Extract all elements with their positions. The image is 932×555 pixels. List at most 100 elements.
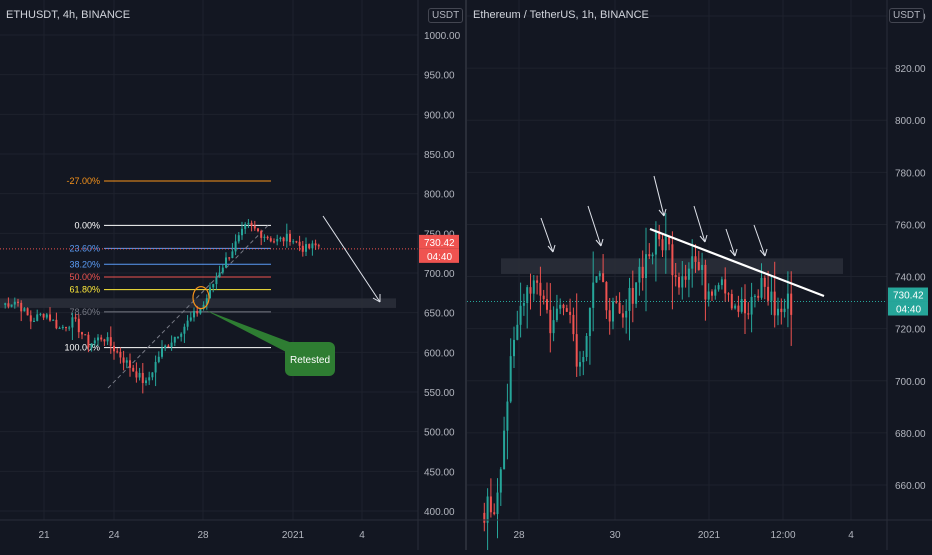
right-candle (674, 275, 677, 278)
left-candle (285, 233, 288, 242)
rejection-arrow-head (729, 248, 738, 257)
right-candle (681, 276, 684, 288)
right-candle (763, 277, 766, 287)
right-candle (536, 280, 539, 283)
right-candle (720, 279, 723, 286)
left-candle (141, 372, 144, 384)
left-candle (193, 310, 195, 318)
left-candle (173, 336, 176, 343)
left-candle (301, 245, 304, 252)
right-candle (572, 314, 575, 335)
right-candle (770, 291, 773, 301)
left-candle (276, 239, 279, 242)
left-x-tick-label: 2021 (282, 530, 305, 541)
left-candle (106, 337, 109, 342)
rejection-arrow (653, 175, 665, 217)
left-chart[interactable]: -27.00%0.00%23.60%38.20%50.00%61.80%78.6… (0, 0, 466, 550)
left-candle (36, 314, 39, 321)
right-candle (509, 356, 512, 402)
left-candle (93, 340, 96, 344)
left-candle (4, 303, 7, 305)
right-candle (618, 302, 621, 314)
left-candle (71, 317, 74, 328)
rejection-arrow-head (547, 244, 556, 253)
left-chart-title: ETHUSDT, 4h, BINANCE (6, 9, 131, 21)
right-candle (671, 244, 674, 276)
right-candle (546, 299, 548, 310)
right-x-tick-label: 30 (609, 530, 621, 541)
retest-circle (192, 285, 210, 310)
left-candle (170, 342, 173, 347)
fib-level-label: 100.00% (64, 343, 100, 353)
left-y-tick-label: 600.00 (424, 348, 455, 359)
right-chart[interactable]: 840.00820.00800.00780.00760.00740.00720.… (467, 0, 932, 552)
left-candle (151, 372, 154, 378)
right-candle (605, 282, 608, 311)
right-candle (645, 254, 647, 279)
right-y-tick-label: 780.00 (895, 168, 926, 179)
right-countdown-tag (888, 301, 928, 316)
right-candle (555, 308, 558, 321)
left-y-tick-label: 500.00 (424, 428, 455, 439)
fib-level-label: 78.60% (69, 307, 100, 317)
left-candle (180, 333, 183, 337)
left-candle (29, 315, 32, 322)
rejection-arrow-head (595, 238, 604, 247)
left-candle (231, 251, 234, 258)
left-x-tick-label: 24 (108, 530, 120, 541)
left-y-tick-label: 400.00 (424, 507, 455, 518)
left-candle (49, 314, 51, 321)
right-chart-pane[interactable]: 840.00820.00800.00780.00760.00740.00720.… (467, 0, 932, 552)
right-candle (486, 496, 489, 523)
right-candle (631, 288, 634, 304)
left-candle (215, 277, 218, 285)
right-currency-button[interactable]: USDT (889, 8, 925, 23)
right-candle (753, 295, 756, 297)
left-candle (61, 326, 64, 328)
left-y-tick-label: 1000.00 (424, 31, 461, 42)
left-candle (314, 243, 317, 246)
right-candle (704, 264, 707, 300)
left-candle (241, 228, 243, 236)
right-candle (773, 291, 776, 316)
right-candle (522, 303, 525, 306)
right-y-tick-label: 820.00 (895, 64, 926, 75)
right-candle (635, 282, 638, 304)
left-candle (257, 228, 259, 232)
right-candle (592, 282, 595, 308)
right-candle (496, 492, 499, 515)
right-candle (668, 235, 671, 245)
right-candle (506, 401, 509, 431)
right-candle (628, 288, 631, 311)
left-candle (135, 371, 138, 378)
left-candle (125, 360, 128, 363)
right-candle (493, 512, 496, 515)
left-currency-button[interactable]: USDT (428, 8, 464, 23)
right-y-tick-label: 700.00 (895, 377, 926, 388)
left-candle (196, 310, 199, 314)
right-candle (684, 276, 687, 280)
right-x-tick-label: 2021 (698, 530, 721, 541)
right-x-tick-label: 4 (848, 530, 854, 541)
right-candle (529, 287, 532, 294)
left-candle (109, 337, 112, 346)
left-candle (317, 245, 320, 247)
right-candle (790, 293, 793, 315)
right-candle (697, 261, 700, 270)
left-candle (282, 237, 285, 242)
left-y-tick-label: 900.00 (424, 110, 455, 121)
left-candle (247, 222, 250, 224)
left-candle (122, 357, 125, 363)
right-candle (658, 231, 661, 240)
left-chart-pane[interactable]: -27.00% 0.00% 23.60% 38.20% 50.00% 61.80% 78.6… (0, 0, 466, 550)
pane-divider[interactable] (465, 0, 467, 550)
right-candle (694, 256, 697, 262)
right-last-price-tag (888, 287, 928, 302)
left-candle (234, 241, 237, 252)
rejection-arrow (540, 217, 554, 253)
right-candle (724, 279, 727, 294)
left-candle (295, 241, 298, 243)
right-candle (552, 320, 555, 334)
left-last-price-label: 730.42 (424, 238, 455, 249)
left-candle (103, 339, 106, 342)
